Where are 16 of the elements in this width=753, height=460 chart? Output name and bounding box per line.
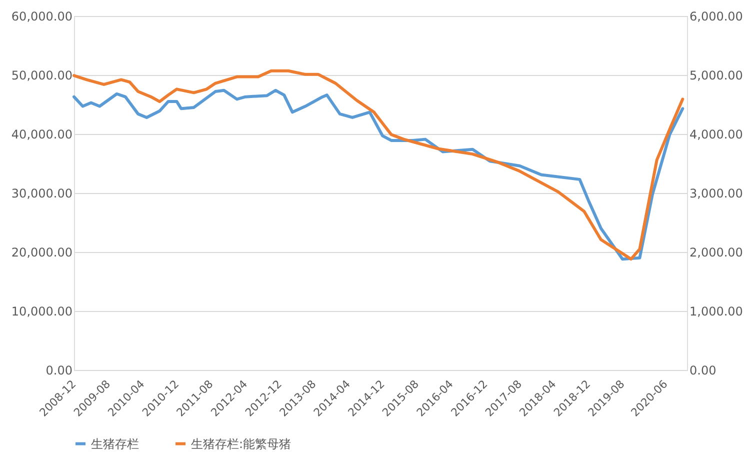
y-tick-label: 10,000.00 — [11, 304, 72, 318]
legend-label: 生猪存栏:能繁母猪 — [191, 436, 292, 451]
legend-label: 生猪存栏 — [91, 436, 139, 451]
y2-tick-label: 0.00 — [690, 364, 716, 378]
y-tick-label: 20,000.00 — [11, 246, 72, 260]
y-tick-label: 30,000.00 — [11, 186, 72, 200]
y2-tick-label: 1,000.00 — [690, 304, 743, 318]
y2-tick-label: 3,000.00 — [690, 186, 743, 200]
y-tick-label: 0.00 — [46, 364, 72, 378]
y2-tick-label: 4,000.00 — [690, 128, 743, 142]
y2-tick-label: 5,000.00 — [690, 68, 743, 82]
y-tick-label: 60,000.00 — [11, 10, 72, 24]
y-tick-label: 50,000.00 — [11, 68, 72, 82]
y-tick-label: 40,000.00 — [11, 128, 72, 142]
y2-tick-label: 2,000.00 — [690, 246, 743, 260]
y2-tick-label: 6,000.00 — [690, 10, 743, 24]
